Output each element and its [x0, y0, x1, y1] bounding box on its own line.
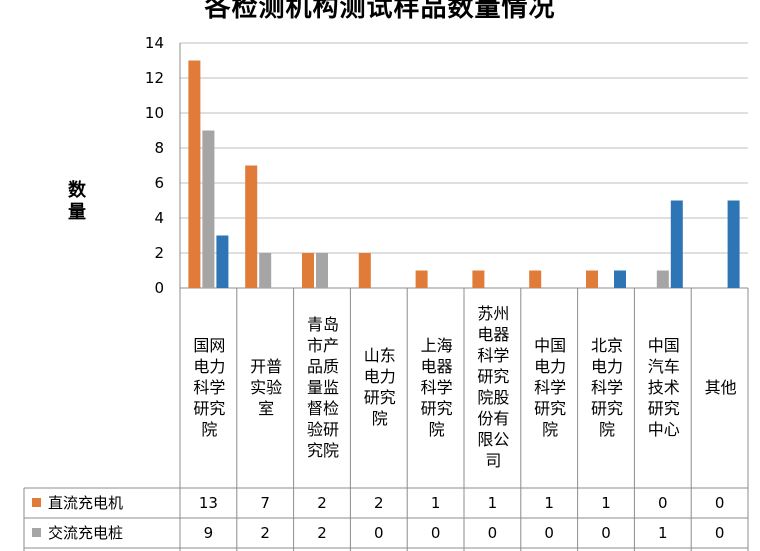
y-tick-label: 8 [154, 139, 164, 157]
data-label: 2 [317, 524, 327, 542]
x-tick-label: 其他 [704, 377, 737, 397]
bar [259, 253, 272, 288]
data-label: 1 [430, 494, 441, 512]
bar [316, 253, 328, 288]
data-label: 2 [260, 524, 270, 542]
bar [670, 200, 683, 288]
x-tick-label: 北京电力科学研究院 [590, 335, 623, 439]
bar [727, 200, 740, 288]
bar [472, 270, 485, 288]
y-tick-label: 6 [154, 174, 164, 192]
data-label: 0 [544, 524, 554, 542]
x-tick-label: 山东电力研究院 [363, 346, 396, 428]
legend-label: 直流充电机 [48, 494, 124, 512]
bar [415, 270, 428, 288]
legend-key [32, 498, 41, 507]
bar [202, 130, 215, 288]
y-tick-label: 2 [154, 244, 164, 262]
bar [656, 270, 669, 288]
data-label: 0 [658, 494, 668, 512]
data-label: 9 [203, 524, 214, 542]
data-label: 0 [714, 524, 725, 542]
y-axis-label: 数量 [68, 180, 86, 223]
chart-title: 各检测机构测试样品数量情况 [204, 0, 556, 23]
x-tick-label: 中国汽车技术研究中心 [647, 335, 680, 439]
x-tick-label: 上海电器科学研究院 [420, 335, 453, 439]
data-label: 0 [430, 524, 441, 542]
bar [614, 270, 626, 288]
data-label: 0 [487, 524, 498, 542]
legend-key [32, 528, 41, 537]
y-tick-label: 12 [145, 69, 164, 87]
bar [245, 165, 258, 288]
y-tick-label: 4 [154, 209, 164, 227]
x-tick-label: 开普实验室 [250, 356, 283, 418]
data-label: 1 [544, 494, 554, 512]
data-label: 2 [317, 494, 327, 512]
y-tick-label: 0 [154, 279, 164, 297]
data-label: 1 [601, 494, 611, 512]
legend-label: 交流充电桩 [48, 524, 124, 542]
data-label: 0 [714, 494, 725, 512]
data-label: 7 [260, 494, 270, 512]
bar [358, 253, 371, 288]
bar [302, 253, 314, 288]
y-tick-label: 10 [145, 104, 164, 122]
x-tick-label: 国网电力科学研究院 [193, 335, 226, 439]
y-tick-label: 14 [145, 34, 164, 52]
data-label: 1 [487, 494, 498, 512]
data-label: 1 [658, 524, 668, 542]
bar [586, 270, 598, 288]
data-label: 13 [198, 494, 218, 512]
bar [529, 270, 542, 288]
x-tick-label: 中国电力科学研究院 [534, 335, 567, 439]
data-label: 0 [374, 524, 384, 542]
bar [188, 60, 201, 288]
data-label: 2 [374, 494, 384, 512]
x-tick-label: 青岛市产品质量监督检验研究院 [306, 314, 339, 460]
x-tick-label: 苏州电器科学研究院股份有限公司 [477, 304, 510, 470]
data-label: 0 [601, 524, 611, 542]
bar [216, 235, 229, 288]
